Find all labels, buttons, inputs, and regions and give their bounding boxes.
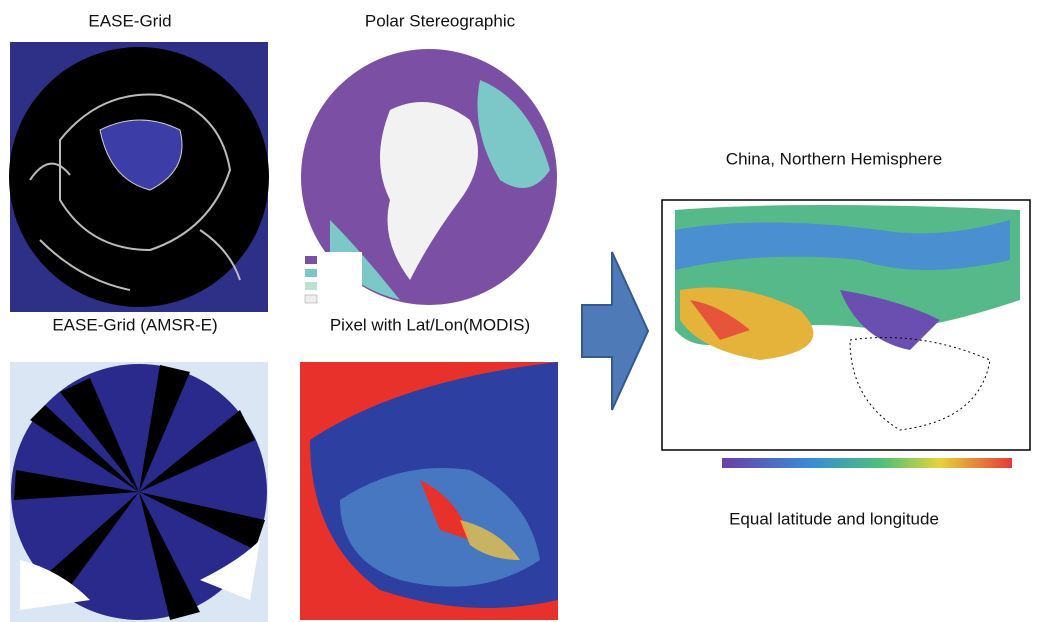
ease-grid-image: [9, 42, 269, 312]
result-caption: Equal latitude and longitude: [729, 509, 939, 528]
arrow: [582, 252, 648, 410]
panel-label: Polar Stereographic: [365, 11, 516, 30]
panel-label: EASE-Grid: [88, 11, 171, 30]
result-title: China, Northern Hemisphere: [726, 149, 942, 168]
modis-image: [300, 362, 558, 620]
polar-stereographic-image: [301, 49, 557, 308]
china-map-image: [662, 200, 1030, 468]
amsr-e-image: [10, 362, 268, 622]
panel-label: EASE-Grid (AMSR-E): [52, 315, 217, 334]
figure: EASE-Grid Polar Stereographic EASE-Grid …: [0, 0, 1039, 622]
panel-label: Pixel with Lat/Lon(MODIS): [330, 315, 530, 334]
